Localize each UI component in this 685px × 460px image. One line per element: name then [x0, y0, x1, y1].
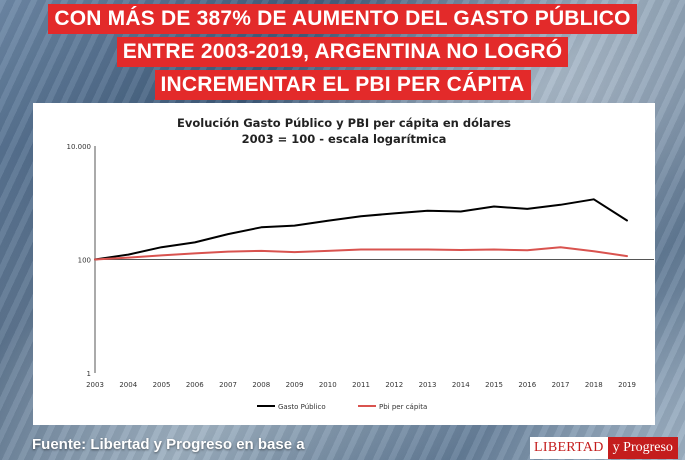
line-chart: Evolución Gasto Público y PBI per cápita… [67, 116, 654, 411]
x-tick-label: 2011 [352, 381, 370, 389]
series-line-gasto-publico [94, 198, 628, 261]
x-tick-label: 2018 [585, 381, 603, 389]
chart-title: Evolución Gasto Público y PBI per cápita… [177, 116, 511, 130]
legend-label: Pbi per cápita [379, 403, 427, 411]
chart-legend: Gasto Público Pbi per cápita [257, 403, 427, 411]
chart-card: Evolución Gasto Público y PBI per cápita… [33, 103, 655, 425]
x-tick-label: 2005 [153, 381, 171, 389]
headline-line-1: CON MÁS DE 387% DE AUMENTO DEL GASTO PÚB… [48, 4, 637, 34]
x-tick-label: 2019 [618, 381, 636, 389]
headline-line-3: INCREMENTAR EL PBI PER CÁPITA [154, 70, 531, 100]
legend-label: Gasto Público [278, 403, 326, 411]
x-tick-label: 2010 [319, 381, 337, 389]
chart-subtitle: 2003 = 100 - escala logarítmica [242, 132, 447, 146]
x-tick-label: 2003 [86, 381, 104, 389]
brand-progreso: y Progreso [607, 437, 678, 459]
y-tick-label: 10.000 [67, 143, 92, 151]
brand-logo: LIBERTAD y Progreso [530, 437, 678, 459]
x-tick-label: 2008 [252, 381, 270, 389]
chart-series [94, 198, 628, 261]
x-tick-label: 2007 [219, 381, 237, 389]
x-tick-label: 2012 [385, 381, 403, 389]
x-tick-label: 2016 [518, 381, 536, 389]
headline-line-2: ENTRE 2003-2019, ARGENTINA NO LOGRÓ [116, 37, 569, 67]
source-note: Fuente: Libertad y Progreso en base a [32, 436, 305, 453]
x-tick-label: 2015 [485, 381, 503, 389]
brand-libertad: LIBERTAD [530, 437, 608, 459]
x-tick-label: 2009 [286, 381, 304, 389]
chart-axes: 1 100 10.000 2003 2004 2005 2006 2007 2008 2009 20… [67, 143, 654, 389]
y-tick-label: 100 [78, 257, 91, 265]
x-tick-label: 2006 [186, 381, 204, 389]
y-tick-label: 1 [87, 370, 91, 378]
x-tick-label: 2017 [552, 381, 570, 389]
x-tick-label: 2014 [452, 381, 470, 389]
headline: CON MÁS DE 387% DE AUMENTO DEL GASTO PÚB… [0, 4, 685, 100]
x-tick-label: 2004 [119, 381, 137, 389]
series-line-pbi-per-capita [94, 246, 628, 261]
x-tick-label: 2013 [419, 381, 437, 389]
